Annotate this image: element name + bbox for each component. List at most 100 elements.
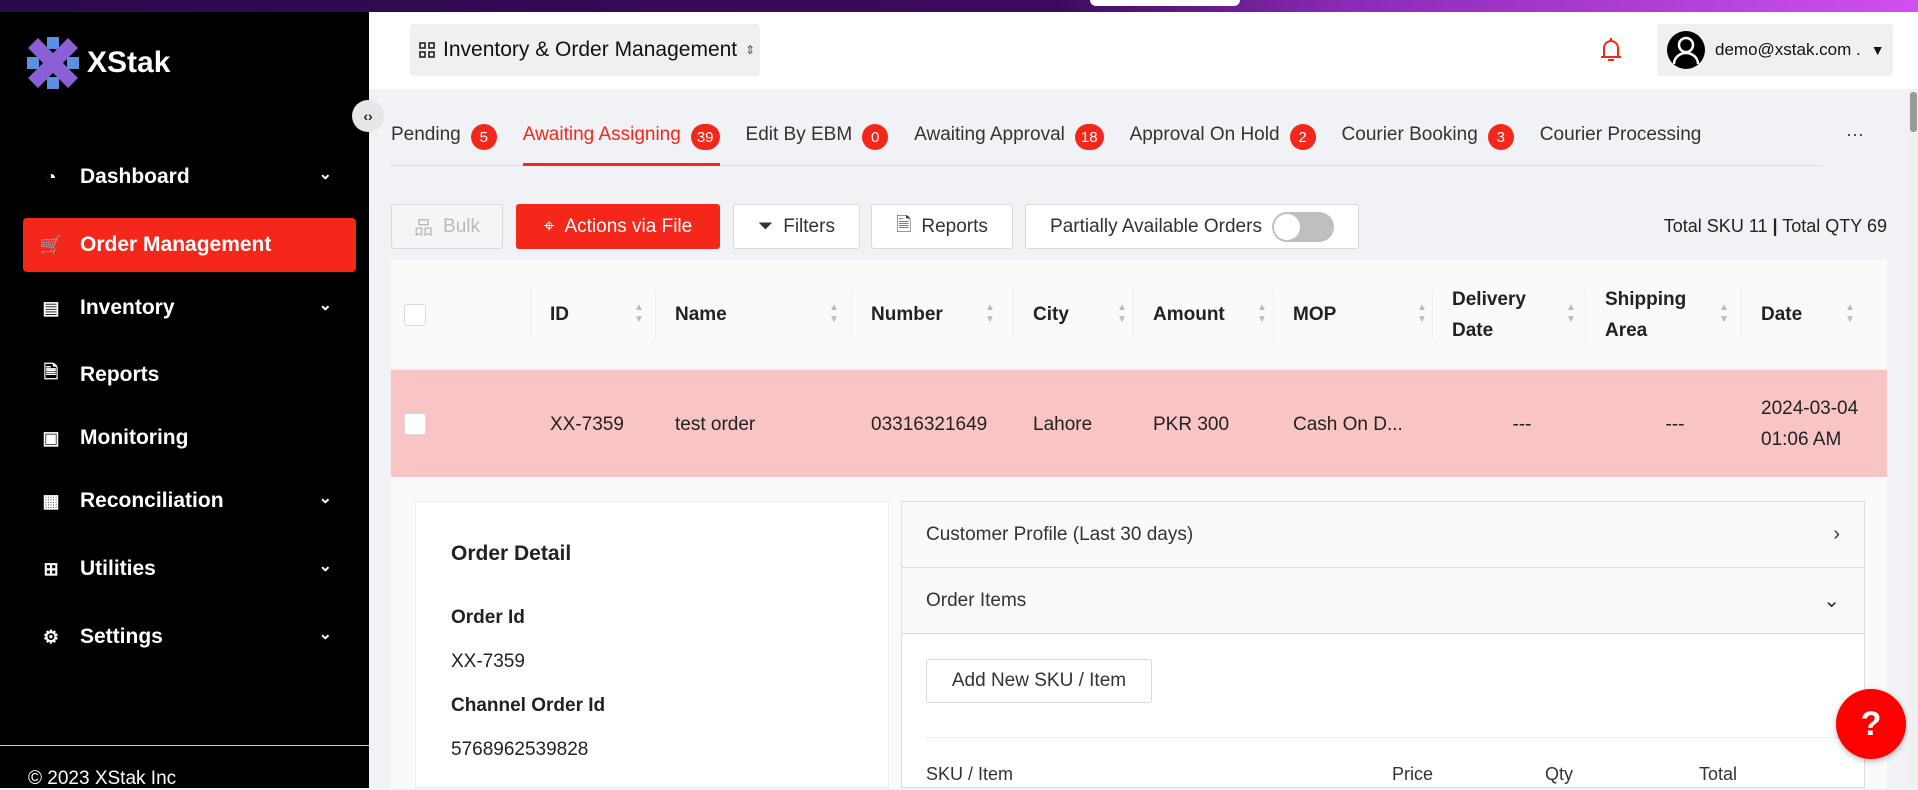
reports-label: Reports	[921, 215, 988, 237]
browser-tab[interactable]	[1090, 0, 1240, 6]
document-icon: 🗎	[896, 214, 912, 236]
avatar	[1667, 31, 1705, 69]
scrollbar-thumb[interactable]	[1910, 92, 1917, 132]
tab-label: Approval On Hold	[1129, 124, 1280, 145]
column-label: City	[1033, 304, 1069, 325]
customer-profile-accordion[interactable]: Customer Profile (Last 30 days) ›	[902, 502, 1864, 568]
sidebar-item-label: Monitoring	[80, 426, 189, 449]
column-header-amount[interactable]: Amount	[1153, 260, 1249, 369]
sidebar-item-settings[interactable]: ⚙ Settings ⌄	[23, 610, 356, 664]
row-checkbox[interactable]	[404, 413, 426, 435]
sidebar-item-reports[interactable]: 🗎 Reports	[23, 348, 356, 402]
sidebar-item-reconciliation[interactable]: ▦ Reconciliation ⌄	[23, 474, 356, 528]
tab-awaiting-approval[interactable]: Awaiting Approval 18	[914, 118, 1104, 166]
tab-courier-booking[interactable]: Courier Booking 3	[1342, 118, 1514, 166]
sort-icon[interactable]: ▲ ▼	[634, 302, 644, 325]
tab-approval-on-hold[interactable]: Approval On Hold 2	[1130, 118, 1316, 166]
sidebar-item-order-management[interactable]: 🛒 Order Management	[23, 218, 356, 272]
partially-available-orders: Partially Available Orders	[1025, 204, 1359, 249]
reports-button[interactable]: 🗎 Reports	[871, 204, 1013, 249]
tab-edit-by-ebm[interactable]: Edit By EBM 0	[746, 118, 889, 166]
filters-label: Filters	[783, 215, 835, 237]
column-label: MOP	[1293, 304, 1337, 325]
reconciliation-icon: ▦	[42, 490, 60, 511]
select-all-checkbox[interactable]	[404, 260, 426, 369]
column-separator	[1013, 290, 1014, 338]
order-items-accordion[interactable]: Order Items ⌄	[902, 568, 1864, 634]
actions-label: Actions via File	[564, 215, 693, 237]
cart-icon: 🛒	[39, 234, 63, 255]
sliders-icon: ⊞	[43, 558, 59, 579]
column-separator	[655, 290, 656, 338]
chevron-right-icon: ›	[1833, 523, 1840, 545]
column-label: ID	[550, 304, 569, 325]
column-header-number[interactable]: Number	[871, 260, 977, 369]
items-divider	[926, 737, 1846, 738]
column-header-delivery-date[interactable]: Delivery Date	[1452, 260, 1558, 369]
column-separator	[1741, 290, 1742, 338]
bulk-label: Bulk	[443, 215, 480, 237]
cell-number: 03316321649	[871, 413, 988, 435]
chevron-down-icon: ⌄	[318, 626, 332, 643]
bell-icon[interactable]	[1599, 36, 1623, 64]
column-label: Name	[675, 304, 727, 325]
partially-available-toggle[interactable]	[1271, 211, 1334, 242]
column-header-id[interactable]: ID	[550, 260, 626, 369]
column-header-name[interactable]: Name	[675, 260, 821, 369]
add-sku-button[interactable]: Add New SKU / Item	[926, 659, 1152, 703]
sort-icon[interactable]: ▲ ▼	[1417, 302, 1427, 325]
cell-delivery-date: ---	[1512, 413, 1532, 435]
sidebar-item-dashboard[interactable]: ◔ Dashboard ⌄	[23, 150, 356, 204]
table-row[interactable]: XX-7359 test order 03316321649 Lahore PKR 30…	[391, 369, 1887, 477]
chevron-down-icon: ⌄	[1823, 590, 1840, 612]
column-label: Delivery Date	[1452, 288, 1526, 341]
store-icon: ▤	[42, 297, 60, 318]
tab-count-badge: 5	[470, 124, 497, 150]
user-menu[interactable]: demo@xstak.com . ▼	[1657, 24, 1893, 76]
tab-pending[interactable]: Pending 5	[391, 118, 497, 166]
sidebar-item-label: Reconciliation	[80, 489, 224, 512]
status-tabs: Pending 5 Awaiting Assigning 39 Edit By EBM 0…	[391, 118, 1822, 166]
order-id-value: XX-7359	[451, 651, 525, 672]
updown-icon: ⇕	[745, 43, 756, 57]
column-header-mop[interactable]: MOP	[1293, 260, 1409, 369]
document-icon: 🗎	[43, 362, 59, 382]
sort-icon[interactable]: ▲ ▼	[985, 302, 995, 325]
help-button[interactable]: ?	[1836, 689, 1906, 759]
sidebar-collapse-toggle[interactable]: ‹›	[352, 100, 384, 132]
sort-icon[interactable]: ▲ ▼	[1257, 302, 1267, 325]
sidebar-item-monitoring[interactable]: ▣ Monitoring	[23, 411, 356, 465]
sort-icon[interactable]: ▲ ▼	[1566, 302, 1576, 325]
sort-icon[interactable]: ▲ ▼	[1117, 302, 1127, 325]
bulk-button[interactable]: 品 Bulk	[391, 204, 503, 249]
hierarchy-icon: 品	[414, 218, 434, 239]
tab-label: Pending	[391, 124, 461, 145]
tab-label: Edit By EBM	[745, 124, 853, 145]
sidebar-divider	[0, 745, 369, 746]
column-label: Number	[871, 304, 943, 325]
sidebar-item-label: Order Management	[80, 233, 272, 256]
totals-separator: |	[1772, 216, 1778, 236]
sort-icon[interactable]: ▲ ▼	[1719, 302, 1729, 325]
sort-icon[interactable]: ▲ ▼	[829, 302, 839, 325]
column-header-city[interactable]: City	[1033, 260, 1109, 369]
column-separator	[1585, 290, 1586, 338]
sidebar-item-inventory[interactable]: ▤ Inventory ⌄	[23, 281, 356, 335]
scrollbar[interactable]	[1908, 89, 1918, 788]
more-tabs-button[interactable]: ···	[1846, 124, 1864, 144]
sidebar-item-utilities[interactable]: ⊞ Utilities ⌄	[23, 542, 356, 596]
column-header-shipping-area[interactable]: Shipping Area	[1605, 260, 1711, 369]
column-header-date[interactable]: Date	[1761, 260, 1837, 369]
monitoring-icon: ▣	[42, 427, 60, 448]
filters-button[interactable]: ⏷ Filters	[733, 204, 860, 249]
sort-icon[interactable]: ▲ ▼	[1845, 302, 1855, 325]
actions-via-file-button[interactable]: ⌖ Actions via File	[516, 204, 720, 249]
caret-down-icon: ▼	[1870, 42, 1885, 58]
tab-courier-processing[interactable]: Courier Processing	[1540, 118, 1702, 166]
tab-awaiting-assigning[interactable]: Awaiting Assigning 39	[522, 118, 720, 166]
sidebar-item-label: Settings	[80, 625, 163, 648]
order-id-label: Order Id	[451, 607, 525, 628]
tab-label: Awaiting Approval	[914, 124, 1065, 145]
logo[interactable]: XStak	[27, 37, 170, 89]
app-selector[interactable]: Inventory & Order Management ⇕	[410, 24, 760, 76]
